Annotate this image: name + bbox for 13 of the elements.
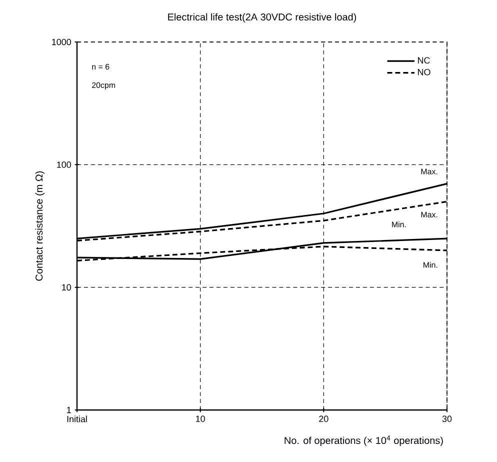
- y-tick-label: 1: [67, 406, 71, 414]
- y-tick-label: 1000: [52, 38, 72, 46]
- x-tick-label: 10: [196, 416, 205, 422]
- y-tick-label: 100: [57, 161, 72, 168]
- x-tick-label: 20: [319, 416, 328, 422]
- y-tick-label: 10: [62, 284, 72, 291]
- legend-label: NO: [418, 68, 430, 76]
- x-tick-label: Initial: [67, 416, 87, 422]
- chart-title: Electrical life test(2A 30VDC resistive load): [168, 13, 356, 22]
- x-axis-title: No. of operations (× 10$^{4}$ operations): [284, 436, 443, 446]
- y-axis-title: Contact resistance (m Ω): [35, 171, 45, 281]
- legend-label: NC: [418, 57, 430, 64]
- x-tick-label: 30: [442, 416, 452, 422]
